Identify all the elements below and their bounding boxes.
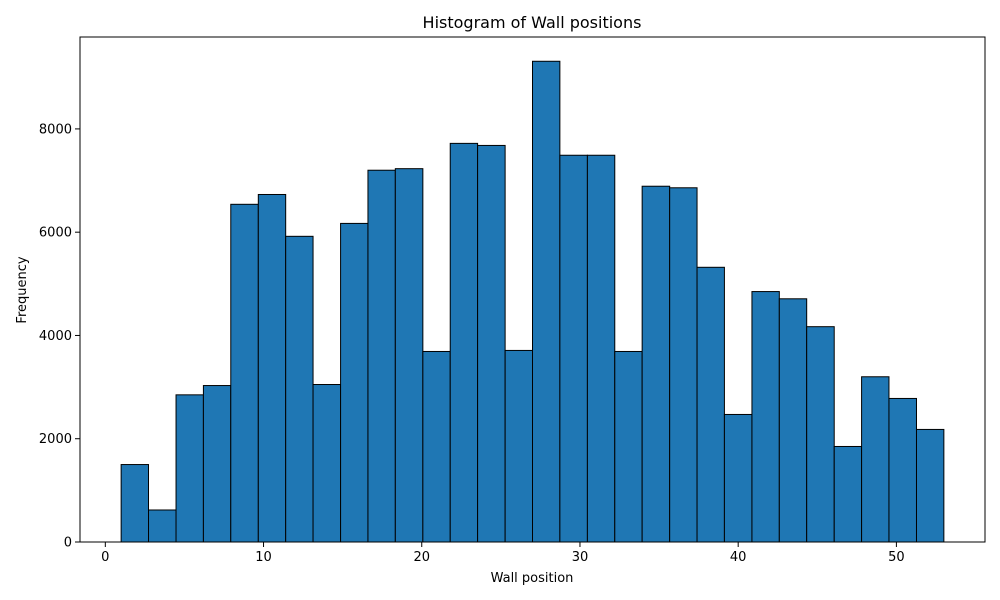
histogram-bar	[641, 185, 671, 543]
histogram-bar	[394, 168, 424, 543]
histogram-bar	[614, 350, 643, 543]
histogram-bar	[915, 428, 945, 543]
histogram-bar	[175, 394, 204, 543]
chart-title: Histogram of Wall positions	[423, 13, 642, 32]
histogram-bar	[696, 266, 725, 543]
histogram-bar	[367, 169, 396, 543]
ticks-group: 0 10 20 30 40 50 0 2000 4000 6000 8000	[39, 122, 905, 565]
x-tick-label: 20	[413, 550, 430, 565]
y-tick-label: 0	[64, 536, 72, 551]
histogram-bar	[751, 291, 780, 543]
histogram-bar	[833, 445, 863, 543]
histogram-bar	[449, 142, 479, 543]
x-tick-label: 50	[888, 550, 905, 565]
histogram-bar	[586, 154, 616, 543]
histogram-bar	[723, 413, 753, 543]
y-tick-label: 8000	[39, 122, 72, 137]
y-tick-label: 4000	[39, 329, 72, 344]
histogram-bar	[285, 235, 314, 543]
histogram-bar	[669, 187, 698, 543]
histogram-bar	[504, 349, 534, 543]
histogram-bar	[340, 222, 369, 543]
histogram-bar	[778, 298, 808, 543]
histogram-bar	[422, 350, 451, 543]
y-tick-label: 6000	[39, 226, 72, 241]
y-axis-label: Frequency	[15, 256, 30, 323]
x-axis-label: Wall position	[491, 571, 574, 586]
histogram-bar	[120, 464, 150, 543]
histogram-bar	[532, 60, 561, 543]
histogram-bar	[312, 384, 342, 543]
histogram-bar	[230, 203, 259, 543]
plot-frame	[79, 36, 986, 543]
histogram-bar	[861, 376, 890, 543]
histogram-bar	[257, 193, 287, 543]
x-tick-label: 0	[101, 550, 109, 565]
histogram-bar	[202, 385, 232, 543]
x-tick-label: 30	[572, 550, 589, 565]
bars-group	[120, 60, 945, 543]
histogram-bar	[559, 154, 588, 543]
histogram-bar	[888, 397, 917, 543]
histogram-bar	[806, 326, 835, 543]
y-tick-label: 2000	[39, 432, 72, 447]
x-tick-label: 40	[730, 550, 747, 565]
histogram-bar	[477, 144, 506, 543]
x-tick-label: 10	[255, 550, 272, 565]
histogram-bar	[148, 509, 177, 543]
